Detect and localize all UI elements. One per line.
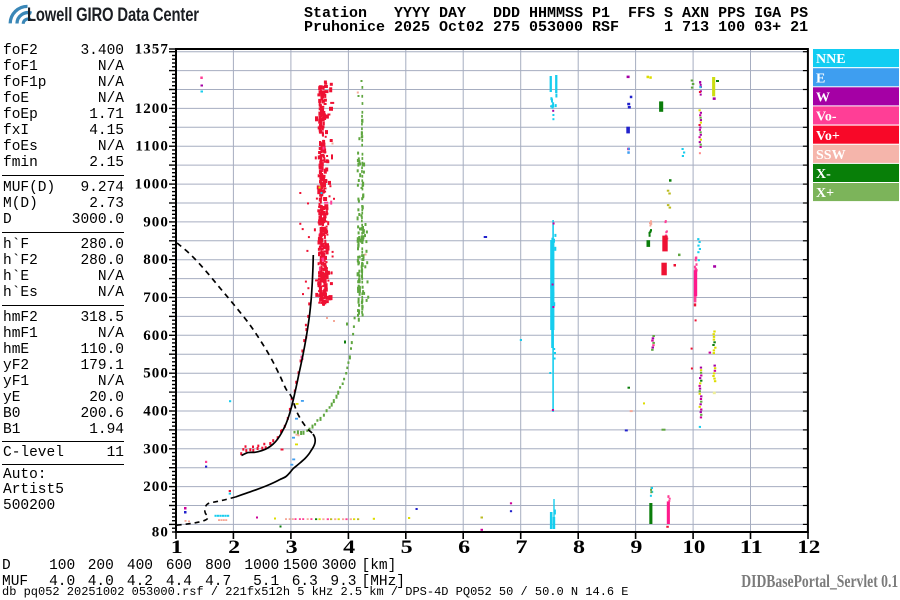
svg-text:Vo+: Vo+ bbox=[816, 129, 840, 144]
svg-text:7: 7 bbox=[516, 537, 529, 558]
svg-text:W: W bbox=[816, 91, 830, 106]
svg-text:400: 400 bbox=[143, 404, 169, 420]
svg-text:1357: 1357 bbox=[135, 42, 169, 58]
svg-text:1000: 1000 bbox=[135, 177, 169, 193]
svg-text:1: 1 bbox=[171, 537, 183, 558]
svg-text:900: 900 bbox=[143, 214, 169, 230]
svg-text:300: 300 bbox=[143, 441, 169, 457]
svg-text:E: E bbox=[816, 71, 825, 86]
svg-text:8: 8 bbox=[573, 537, 585, 558]
svg-text:11: 11 bbox=[740, 537, 763, 558]
svg-text:Vo-: Vo- bbox=[816, 110, 837, 125]
svg-text:10: 10 bbox=[682, 537, 705, 558]
svg-text:800: 800 bbox=[143, 252, 169, 268]
svg-text:600: 600 bbox=[143, 328, 169, 344]
svg-text:700: 700 bbox=[143, 290, 169, 306]
svg-text:1100: 1100 bbox=[135, 139, 169, 155]
svg-text:1200: 1200 bbox=[135, 101, 169, 117]
svg-text:6: 6 bbox=[458, 537, 470, 558]
svg-text:9: 9 bbox=[630, 537, 642, 558]
svg-text:X-: X- bbox=[816, 167, 831, 182]
svg-text:4: 4 bbox=[343, 537, 356, 558]
svg-text:3: 3 bbox=[286, 537, 298, 558]
svg-text:SSW: SSW bbox=[816, 148, 846, 163]
svg-text:X+: X+ bbox=[816, 186, 834, 201]
svg-text:12: 12 bbox=[797, 537, 820, 558]
svg-text:NNE: NNE bbox=[816, 52, 846, 67]
svg-text:500: 500 bbox=[143, 366, 169, 382]
svg-text:5: 5 bbox=[401, 537, 413, 558]
svg-text:200: 200 bbox=[143, 479, 169, 495]
svg-text:80: 80 bbox=[152, 525, 169, 541]
svg-text:2: 2 bbox=[228, 537, 240, 558]
